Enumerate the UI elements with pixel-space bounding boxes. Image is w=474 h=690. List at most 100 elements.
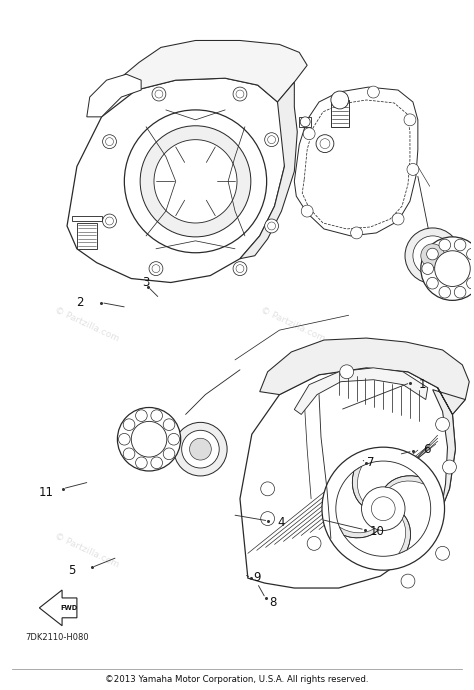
Text: 11: 11 [38, 486, 54, 499]
Circle shape [422, 263, 434, 275]
Circle shape [303, 128, 315, 139]
Polygon shape [260, 338, 469, 415]
Text: FWD: FWD [60, 605, 78, 611]
Circle shape [136, 410, 147, 422]
Polygon shape [87, 75, 141, 117]
Polygon shape [399, 515, 410, 554]
Circle shape [401, 574, 415, 588]
Circle shape [340, 365, 354, 379]
Circle shape [102, 135, 117, 148]
Circle shape [404, 114, 416, 126]
Circle shape [421, 237, 474, 300]
Circle shape [454, 239, 466, 251]
Circle shape [427, 248, 438, 260]
Text: © Partzilla.com: © Partzilla.com [260, 306, 327, 344]
Text: 9: 9 [254, 571, 261, 584]
Polygon shape [339, 527, 378, 538]
Circle shape [136, 457, 147, 469]
Text: 6: 6 [423, 443, 430, 456]
Circle shape [421, 244, 445, 268]
Circle shape [427, 277, 438, 289]
Polygon shape [39, 590, 77, 626]
Circle shape [118, 433, 130, 445]
Polygon shape [294, 87, 418, 236]
Circle shape [123, 448, 135, 460]
Circle shape [140, 126, 251, 237]
Circle shape [405, 228, 460, 284]
Circle shape [131, 422, 167, 457]
Text: 2: 2 [76, 296, 84, 309]
Circle shape [322, 447, 445, 570]
Circle shape [264, 132, 279, 146]
Circle shape [335, 94, 346, 106]
Circle shape [466, 277, 474, 289]
Polygon shape [240, 82, 297, 259]
Circle shape [407, 164, 419, 175]
Text: 8: 8 [269, 596, 277, 609]
Circle shape [154, 139, 237, 223]
Circle shape [261, 512, 274, 526]
Polygon shape [331, 100, 349, 127]
Polygon shape [352, 466, 363, 505]
Circle shape [316, 135, 334, 152]
Circle shape [351, 227, 363, 239]
Text: 10: 10 [370, 525, 385, 538]
Text: © Partzilla.com: © Partzilla.com [54, 531, 121, 569]
Text: © Partzilla.com: © Partzilla.com [260, 531, 327, 569]
Text: 7: 7 [367, 456, 374, 469]
Circle shape [362, 487, 405, 531]
Polygon shape [299, 117, 311, 127]
Circle shape [152, 87, 166, 101]
Text: © Partzilla.com: © Partzilla.com [54, 306, 121, 344]
Circle shape [307, 536, 321, 551]
Circle shape [102, 214, 117, 228]
Circle shape [443, 460, 456, 474]
Circle shape [124, 110, 267, 253]
Text: 5: 5 [68, 564, 76, 578]
Polygon shape [413, 388, 465, 553]
Circle shape [182, 431, 219, 468]
Circle shape [466, 248, 474, 260]
Circle shape [336, 461, 431, 556]
Circle shape [367, 86, 379, 98]
Circle shape [392, 213, 404, 225]
Circle shape [413, 236, 453, 275]
Polygon shape [385, 476, 424, 488]
Circle shape [439, 286, 451, 298]
Circle shape [264, 219, 279, 233]
Polygon shape [294, 368, 428, 415]
Polygon shape [77, 223, 97, 249]
Text: 1: 1 [418, 378, 426, 391]
Circle shape [163, 448, 175, 460]
Circle shape [372, 497, 395, 520]
Circle shape [301, 205, 313, 217]
Text: 7DK2110-H080: 7DK2110-H080 [25, 633, 89, 642]
Circle shape [331, 91, 349, 109]
Circle shape [190, 438, 211, 460]
Circle shape [261, 482, 274, 496]
Text: ©2013 Yamaha Motor Corporation, U.S.A. All rights reserved.: ©2013 Yamaha Motor Corporation, U.S.A. A… [105, 675, 369, 684]
Circle shape [300, 117, 310, 127]
Circle shape [439, 239, 451, 251]
Circle shape [163, 419, 175, 431]
Circle shape [454, 286, 466, 298]
Circle shape [436, 417, 449, 431]
Text: 3: 3 [142, 275, 149, 288]
Circle shape [471, 263, 474, 275]
Circle shape [174, 422, 227, 476]
Circle shape [151, 410, 163, 422]
Circle shape [233, 87, 247, 101]
Circle shape [149, 262, 163, 275]
Polygon shape [240, 368, 456, 588]
Circle shape [123, 419, 135, 431]
Circle shape [151, 457, 163, 469]
Polygon shape [72, 216, 101, 221]
Polygon shape [117, 41, 307, 102]
Circle shape [435, 250, 470, 286]
Circle shape [168, 433, 180, 445]
Text: 4: 4 [278, 516, 285, 529]
Circle shape [436, 546, 449, 560]
Polygon shape [67, 78, 287, 282]
Circle shape [118, 408, 181, 471]
Circle shape [233, 262, 247, 275]
